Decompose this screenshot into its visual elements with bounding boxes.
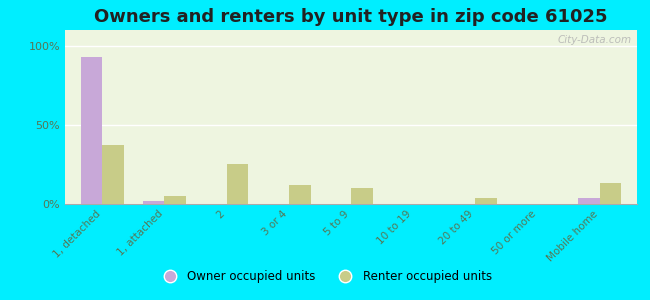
Bar (600, 183, 621, 204)
Bar (475, 198, 497, 204)
Bar (143, 201, 164, 204)
Title: Owners and renters by unit type in zip code 61025: Owners and renters by unit type in zip c… (94, 8, 608, 26)
Bar (351, 188, 372, 204)
Bar (81, 57, 102, 204)
Bar (578, 198, 600, 204)
Text: City-Data.com: City-Data.com (557, 35, 631, 45)
Bar (164, 196, 187, 204)
Legend: Owner occupied units, Renter occupied units: Owner occupied units, Renter occupied un… (153, 266, 497, 288)
Bar (289, 185, 311, 204)
Bar (227, 164, 248, 204)
Bar (102, 146, 124, 204)
